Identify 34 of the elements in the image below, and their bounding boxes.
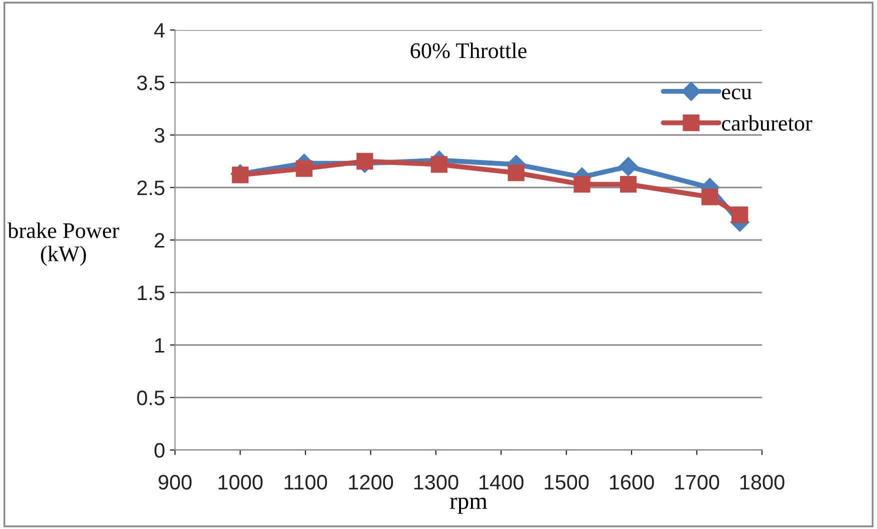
x-tick-label: 1600 bbox=[610, 474, 654, 490]
point bbox=[356, 152, 374, 170]
y-axis-title: brake Power (kW) bbox=[8, 222, 120, 266]
chart-title: 60% Throttle bbox=[410, 42, 526, 58]
point bbox=[731, 206, 748, 224]
x-tick-label: 900 bbox=[158, 474, 192, 490]
x-tick-label: 1100 bbox=[284, 474, 328, 490]
y-tick-label: 3.5 bbox=[137, 76, 164, 90]
y-tick-label: 0 bbox=[154, 443, 164, 458]
y-tick-label: 2 bbox=[154, 233, 164, 248]
x-tick-label: 1500 bbox=[544, 474, 589, 490]
y-tick-label: 1.5 bbox=[138, 286, 164, 300]
x-tick-label: 1000 bbox=[218, 474, 263, 490]
legend-label: carburetor bbox=[722, 115, 812, 131]
point bbox=[701, 188, 718, 206]
point bbox=[296, 160, 312, 177]
y-tick-label: 4 bbox=[154, 23, 165, 38]
y-tick-label: 0.5 bbox=[137, 390, 164, 406]
x-tick-label: 1400 bbox=[480, 474, 524, 490]
x-tick-label: 1200 bbox=[349, 474, 394, 490]
legend-label: ecu bbox=[722, 88, 752, 100]
point bbox=[430, 156, 448, 173]
point bbox=[574, 176, 590, 193]
y-tick-label: 1 bbox=[155, 338, 164, 353]
x-tick-label: 1800 bbox=[740, 474, 784, 490]
point bbox=[620, 176, 637, 193]
y-tick-label: 3 bbox=[154, 128, 164, 143]
x-axis-title: rpm bbox=[450, 498, 488, 514]
point bbox=[618, 156, 638, 176]
point bbox=[508, 164, 524, 182]
x-tick-label: 1700 bbox=[675, 474, 720, 490]
x-tick-label: 1300 bbox=[414, 474, 458, 490]
point bbox=[232, 166, 249, 184]
y-tick-label: 2.5 bbox=[137, 180, 164, 196]
